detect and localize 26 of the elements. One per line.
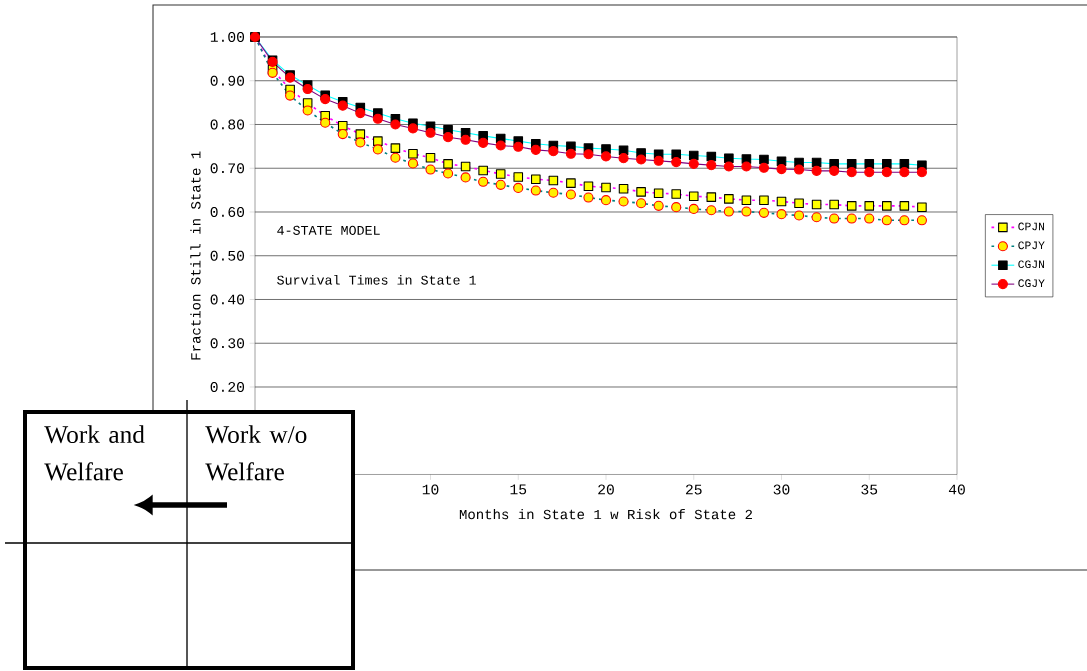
y-tick-label: 0.40 bbox=[210, 294, 245, 305]
legend-label: CPJN bbox=[1018, 222, 1045, 231]
x-tick-label: 30 bbox=[773, 484, 790, 495]
annotation: Survival Times in State 1 bbox=[277, 274, 476, 285]
x-tick-label: 10 bbox=[422, 484, 439, 495]
y-tick-label: 0.80 bbox=[210, 119, 245, 130]
x-axis-title: Months in State 1 w Risk of State 2 bbox=[459, 508, 752, 520]
y-tick-label: 0.90 bbox=[210, 75, 245, 86]
y-tick-label: 1.00 bbox=[210, 32, 245, 42]
y-tick-label: 0.20 bbox=[210, 382, 245, 392]
legend-label: CPJY bbox=[1018, 241, 1045, 250]
x-tick-label: 35 bbox=[861, 484, 878, 495]
x-tick-label: 40 bbox=[948, 484, 965, 495]
annotation: 4-STATE MODEL bbox=[277, 225, 380, 235]
x-tick-label: 20 bbox=[598, 484, 614, 495]
y-tick-label: 0.70 bbox=[210, 163, 245, 174]
annotation: Work w/o Welfare bbox=[205, 425, 307, 481]
y-tick-label: 0.30 bbox=[210, 338, 245, 349]
y-tick-label: 0.50 bbox=[210, 250, 245, 261]
y-tick-label: 0.60 bbox=[210, 207, 245, 217]
legend-label: CGJN bbox=[1018, 260, 1045, 269]
text: Work and Welfare bbox=[44, 425, 145, 481]
x-tick-label: 15 bbox=[510, 484, 527, 495]
y-axis-title: Fraction Still in State 1 bbox=[190, 151, 201, 360]
legend-label: CGJY bbox=[1018, 279, 1045, 288]
x-tick-label: 25 bbox=[685, 484, 702, 495]
